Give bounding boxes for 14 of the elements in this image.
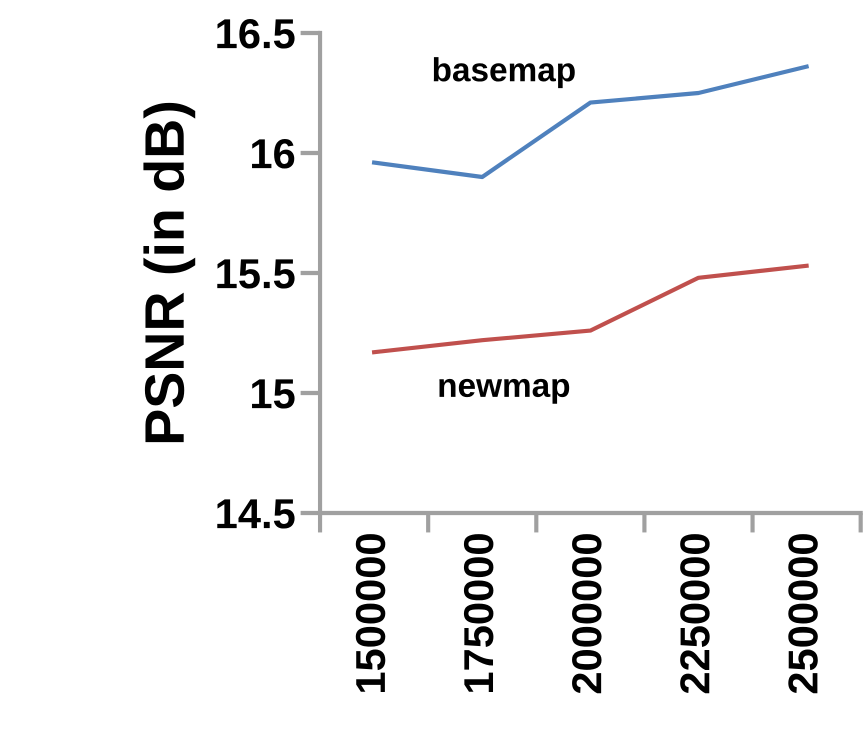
x-tick-label: 2000000 <box>572 534 602 694</box>
line-series <box>372 264 809 354</box>
x-tick-label: 1750000 <box>464 534 494 692</box>
y-tick-label: 16.5 <box>217 19 295 49</box>
y-axis-title: PSNR (in dB) <box>143 102 196 442</box>
y-tick-label: 15 <box>252 379 295 409</box>
x-tick-label: 2500000 <box>788 534 818 694</box>
x-tick-label: 2250000 <box>680 534 710 694</box>
y-tick-label: 14.5 <box>217 499 295 529</box>
y-tick-label: 15.5 <box>217 259 295 289</box>
y-tick-label: 16 <box>252 139 294 169</box>
series-label: newmap <box>439 378 570 404</box>
x-tick-label: 1500000 <box>356 534 386 692</box>
series-label: basemap <box>434 57 575 88</box>
